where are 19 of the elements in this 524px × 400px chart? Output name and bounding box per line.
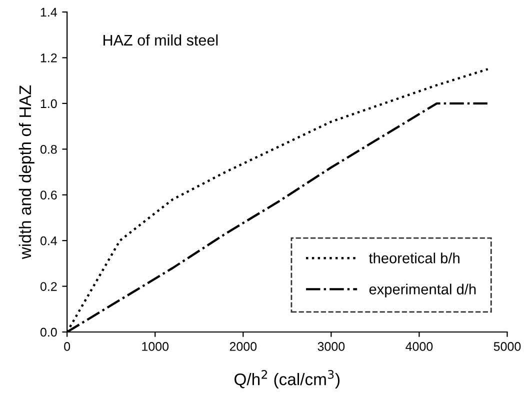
y-tick-label: 0.2 [40,282,57,291]
x-tick-label: 1000 [142,342,169,351]
y-tick-label: 1.2 [40,54,57,62]
legend-label: experimental d/h [369,284,476,298]
x-axis-title: Q/h$^{2}$ (cal/cm$^{3}$) [234,370,340,389]
x-tick-label: 0 [64,342,70,351]
y-tick-label: 0.6 [40,190,57,200]
y-tick-label: 1.4 [40,8,57,17]
x-tick-label: 4000 [406,342,433,351]
legend-label: theoretical b/h [368,252,460,264]
y-tick-label: 1.0 [40,99,57,108]
annotation: HAZ of mild steel [104,34,218,46]
y-tick-label: 0.4 [40,236,57,246]
x-tick-label: 5000 [494,342,521,351]
y-axis-title: width and depth of HAZ [18,85,34,260]
x-tick-label: 2000 [230,342,257,351]
x-tick-label: 3000 [318,342,345,351]
y-tick-label: 0.8 [40,144,57,154]
y-tick-label: 0.0 [40,328,57,337]
